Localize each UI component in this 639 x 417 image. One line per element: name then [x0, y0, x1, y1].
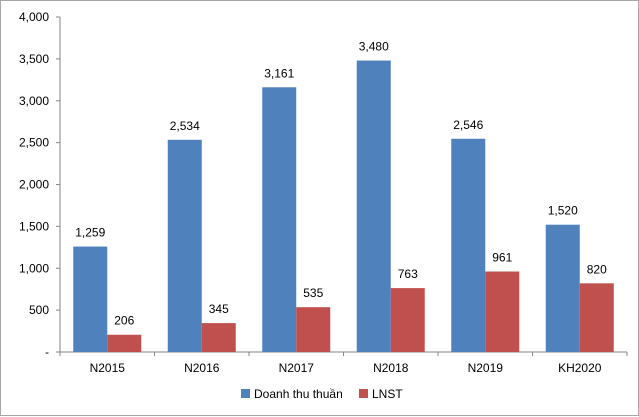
y-tick-label: 3,000 [19, 94, 49, 108]
data-label: 820 [587, 262, 607, 276]
legend: Doanh thu thuần LNST [241, 387, 403, 401]
bar-doanh-thu [451, 138, 486, 352]
y-tick-label: 1,000 [19, 261, 49, 275]
x-tick-label: N2016 [184, 361, 220, 375]
data-label: 535 [303, 286, 323, 300]
y-tick-label: 2,000 [19, 178, 49, 192]
data-label: 1,520 [548, 204, 578, 218]
legend-swatch-lnst [359, 389, 368, 398]
bar-doanh-thu [356, 60, 391, 353]
data-labels: 1,259 206 2,534 345 3,161 535 3,480 763 2,546 961… [75, 40, 607, 328]
data-label: 961 [492, 251, 512, 265]
data-label: 206 [114, 314, 134, 328]
data-label: 3,480 [359, 40, 389, 54]
bar-lnst [579, 283, 614, 352]
bar-lnst [107, 334, 142, 352]
x-tick-label: N2017 [279, 361, 315, 375]
bar-lnst [201, 323, 236, 352]
bar-doanh-thu [545, 224, 580, 352]
data-label: 2,546 [453, 118, 483, 132]
bar-lnst [390, 288, 425, 352]
y-tick-label: 2,500 [19, 136, 49, 150]
x-tick-label: N2019 [468, 361, 504, 375]
bar-lnst [485, 271, 520, 352]
data-label: 1,259 [75, 226, 105, 240]
bar-lnst [296, 307, 331, 352]
legend-swatch-doanh-thu [241, 389, 250, 398]
x-tick-label: N2018 [373, 361, 409, 375]
y-tick-label: 4,000 [19, 10, 49, 24]
bar-doanh-thu [167, 139, 202, 352]
x-tick-label: KH2020 [558, 361, 602, 375]
y-tick-label: 500 [29, 303, 49, 317]
bar-doanh-thu [73, 246, 108, 352]
axes: - 500 1,000 1,500 2,000 2,500 3,000 3,500 4,000 N… [19, 10, 628, 375]
data-label: 763 [398, 267, 418, 281]
y-tick-label: - [45, 345, 49, 359]
y-tick-label: 3,500 [19, 52, 49, 66]
x-tick-label: N2015 [90, 361, 126, 375]
bar-doanh-thu [262, 87, 297, 353]
data-label: 2,534 [170, 119, 200, 133]
data-label: 3,161 [264, 66, 294, 80]
data-label: 345 [209, 302, 229, 316]
legend-label-lnst: LNST [372, 387, 403, 401]
bars [73, 60, 614, 353]
legend-label-doanh-thu: Doanh thu thuần [254, 387, 343, 401]
y-tick-label: 1,500 [19, 219, 49, 233]
